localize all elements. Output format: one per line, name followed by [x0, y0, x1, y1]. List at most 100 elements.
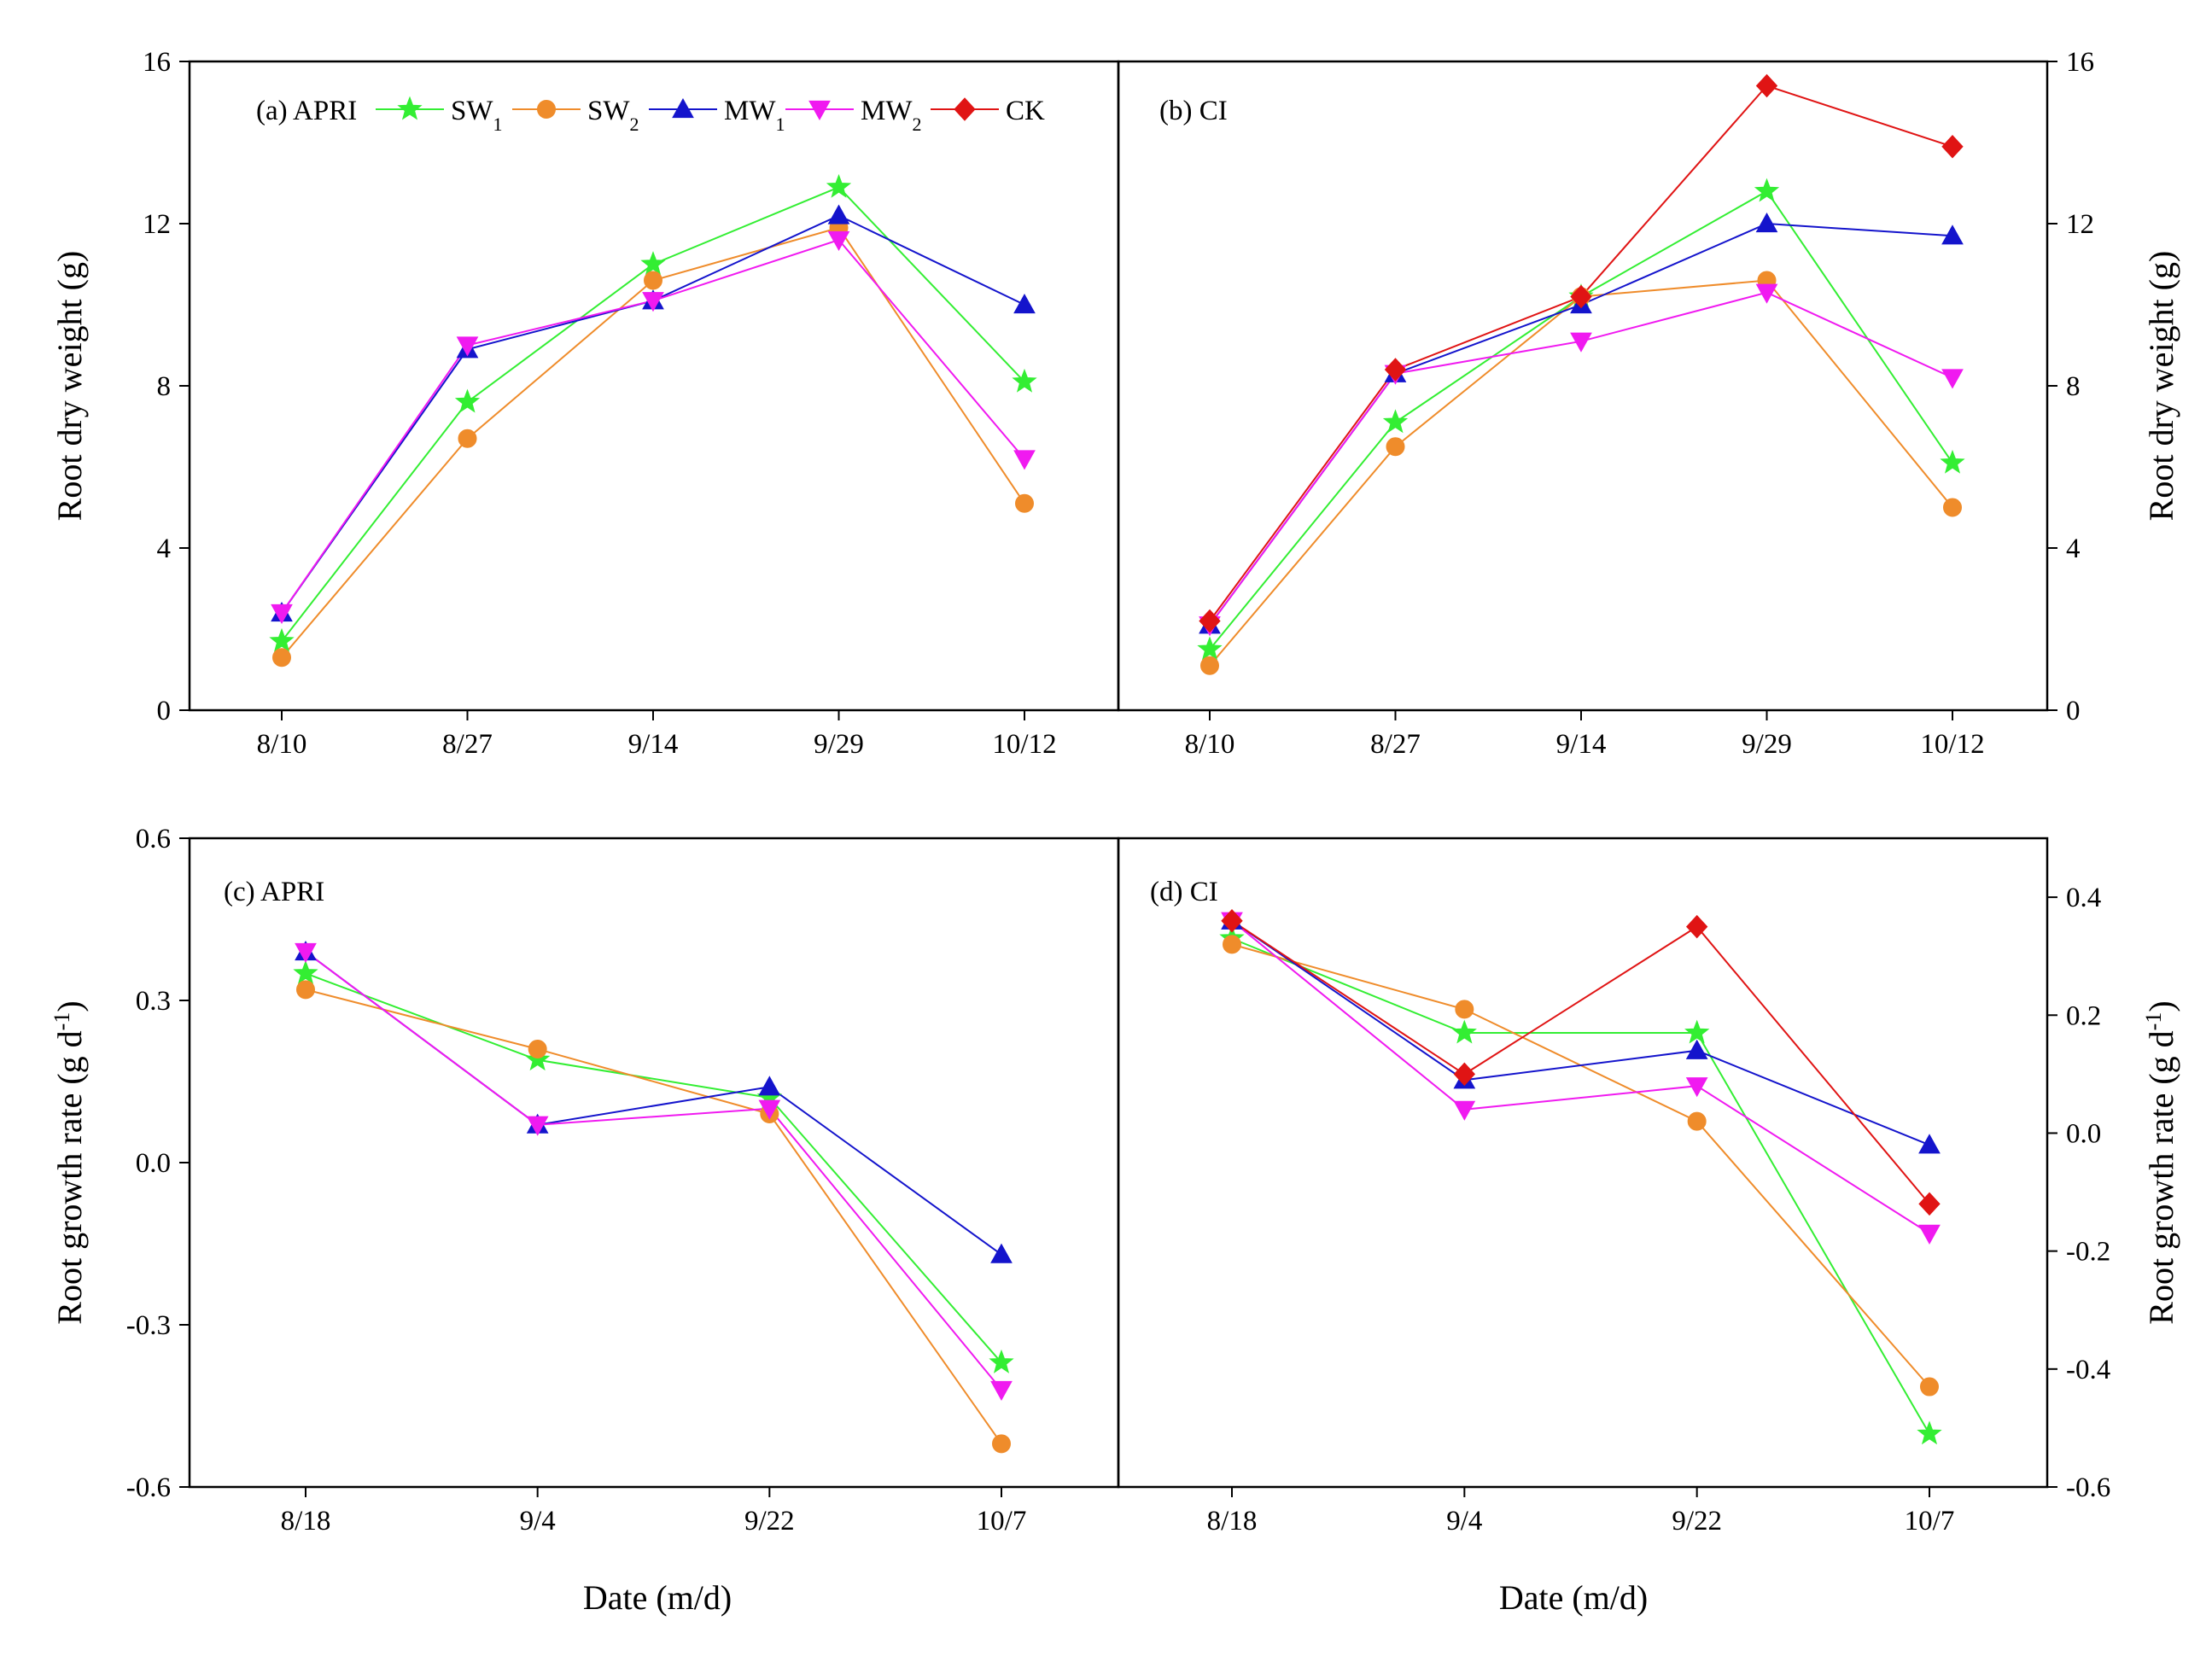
panel-label-a: (a) APRI	[256, 96, 357, 126]
x-tick-label: 9/4	[520, 1506, 556, 1536]
data-point-SW1-a	[454, 388, 481, 413]
data-point-MW2-a	[642, 292, 664, 312]
legend-label-CK: CK	[1006, 96, 1045, 126]
y-tick-label: 4	[2066, 534, 2081, 564]
x-tick-label: 8/18	[1207, 1506, 1258, 1536]
series-line-MW2-d	[1231, 919, 1930, 1234]
x-tick-label: 8/18	[281, 1506, 331, 1536]
series-line-MW1-d	[1231, 919, 1930, 1146]
data-point-SW1-a	[640, 251, 666, 275]
y-tick-label: -0.3	[126, 1310, 171, 1341]
series-line-SW1-d	[1231, 937, 1930, 1435]
x-tick-label: 9/22	[744, 1506, 795, 1536]
data-point-SW1-d	[1451, 1019, 1477, 1044]
data-point-MW2-c	[758, 1099, 781, 1120]
y-axis-title-d: Root growth rate (g d-1)	[2141, 1000, 2181, 1324]
x-tick-label: 10/7	[1905, 1506, 1955, 1536]
series-line-MW2-c	[305, 951, 1002, 1391]
data-point-MW1-a	[827, 204, 850, 224]
panel-d-frame	[1117, 837, 2049, 1489]
data-point-MW2-a	[1013, 450, 1036, 470]
data-point-MW1-d	[1685, 1039, 1708, 1059]
y-tick-label: 0.4	[2066, 883, 2101, 913]
data-point-MW2-b	[1755, 283, 1778, 304]
legend-marker-CK	[954, 97, 976, 121]
panel-label-b: (b) CI	[1159, 96, 1228, 126]
data-point-SW2-b	[1200, 656, 1219, 675]
data-point-SW1-a	[826, 173, 852, 198]
series-line-CK-d	[1231, 919, 1930, 1205]
y-axis-title-c: Root growth rate (g d-1)	[50, 1000, 90, 1324]
x-tick-label: 10/12	[992, 729, 1056, 760]
x-tick-label: 9/14	[628, 729, 679, 760]
panel-c-frame	[188, 837, 1120, 1489]
data-point-CK-b	[1941, 135, 1964, 159]
data-point-SW2-a	[644, 271, 662, 290]
data-point-SW2-b	[1943, 498, 1962, 517]
data-point-CK-b	[1570, 284, 1592, 309]
chart-layer: 8/10 8/27 9/14 9/29 10/12 0 4 8 12 16 Root dry wei…	[50, 47, 2181, 1536]
data-point-MW2-d	[1918, 1224, 1941, 1245]
series-line-CK-b	[1209, 85, 1953, 622]
x-tick-label: 9/4	[1446, 1506, 1482, 1536]
y-tick-label: 16	[2066, 47, 2094, 78]
y-axis-title-b: Root dry weight (g)	[2142, 251, 2180, 522]
data-point-MW1-b	[1755, 212, 1778, 233]
legend-label-SW1: SW1	[451, 96, 503, 135]
data-point-SW2-d	[1455, 1000, 1474, 1019]
x-tick-label: 8/27	[1370, 729, 1421, 760]
legend-label-MW2: MW2	[861, 96, 922, 135]
data-point-MW2-d	[1685, 1077, 1708, 1098]
panel-d: 8/18 9/4 9/22 10/7 -0.6 -0.4 -0.2 0.0 0.2 0.4 Root…	[1117, 837, 2181, 1536]
series-line-SW1-c	[305, 972, 1002, 1363]
data-point-MW2-a	[827, 230, 850, 252]
data-point-MW2-a	[456, 336, 479, 357]
legend-marker-MW1	[672, 97, 694, 119]
y-tick-label: 0.3	[136, 986, 171, 1017]
x-tick-label: 9/29	[814, 729, 864, 760]
data-point-SW2-a	[1015, 493, 1034, 513]
legend-marker-SW2	[537, 100, 556, 119]
data-point-MW1-c	[990, 1243, 1013, 1263]
y-tick-label: 0	[2066, 696, 2081, 726]
x-axis-title-right: Date (m/d)	[1499, 1578, 1648, 1617]
y-tick-label: 0.0	[2066, 1118, 2101, 1149]
series-line-SW1-b	[1209, 190, 1953, 650]
y-tick-label: 0.0	[136, 1148, 171, 1179]
x-tick-label: 9/14	[1556, 729, 1607, 760]
data-point-MW1-b	[1941, 224, 1964, 245]
data-point-CK-b	[1199, 609, 1221, 633]
panel-label-d: (d) CI	[1150, 877, 1218, 907]
legend: SW1 SW2 MW1 MW2 CK	[376, 96, 1045, 135]
x-axis-title-left: Date (m/d)	[583, 1578, 732, 1617]
legend-label-SW2: SW2	[587, 96, 639, 135]
data-point-CK-b	[1384, 358, 1407, 382]
data-point-MW1-c	[758, 1076, 781, 1096]
x-tick-label: 8/10	[1185, 729, 1235, 760]
panel-b: 8/10 8/27 9/14 9/29 10/12 0 4 8 12 16 Root dry wei…	[1117, 47, 2180, 760]
data-point-MW2-b	[1570, 332, 1592, 353]
panel-b-frame	[1117, 60, 2049, 712]
data-point-SW1-d	[1917, 1420, 1942, 1445]
data-point-SW2-d	[1223, 935, 1241, 954]
data-point-SW1-a	[1012, 368, 1037, 393]
y-tick-label: 0	[157, 696, 172, 726]
panel-c: 8/18 9/4 9/22 10/7 -0.6 -0.3 0.0 0.3 0.6 Root gro…	[50, 824, 1120, 1536]
legend-marker-MW2	[808, 100, 831, 121]
data-point-CK-d	[1918, 1192, 1941, 1216]
data-point-SW1-c	[293, 959, 318, 984]
data-point-MW2-c	[990, 1380, 1013, 1402]
data-point-MW2-a	[271, 604, 293, 625]
panel-a-frame	[188, 60, 1120, 712]
x-tick-label: 9/29	[1742, 729, 1792, 760]
x-tick-label: 10/7	[977, 1506, 1027, 1536]
y-tick-label: 8	[2066, 371, 2081, 402]
x-tick-label: 8/27	[442, 729, 493, 760]
data-point-MW1-a	[1013, 293, 1036, 314]
y-tick-label: -0.6	[126, 1472, 171, 1503]
data-point-SW1-b	[1382, 409, 1409, 434]
data-point-SW1-b	[1940, 449, 1965, 474]
series-line-MW1-c	[305, 951, 1002, 1256]
data-point-MW2-c	[526, 1116, 549, 1136]
